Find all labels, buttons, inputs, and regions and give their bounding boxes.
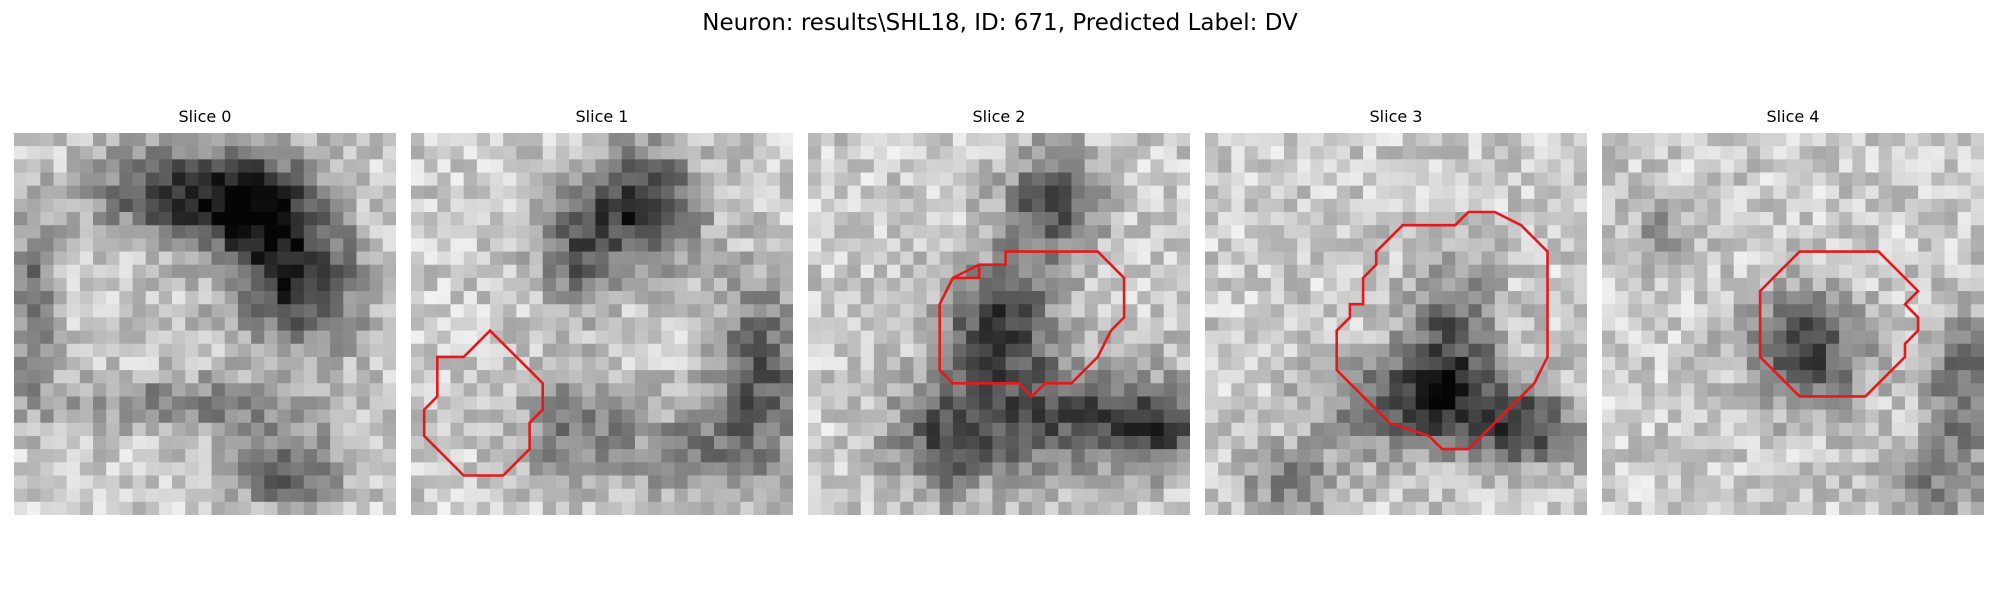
slice-image-1 xyxy=(411,133,793,515)
pixel-grid xyxy=(14,133,396,515)
slice-image-2 xyxy=(808,133,1190,515)
slice-image-4 xyxy=(1602,133,1984,515)
slice-title: Slice 1 xyxy=(575,107,629,126)
roi-contour xyxy=(938,250,1126,399)
figure-title: Neuron: results\SHL18, ID: 671, Predicte… xyxy=(702,10,1298,36)
pixel-grid xyxy=(1205,133,1587,515)
slice-image-0 xyxy=(14,133,396,515)
slice-image-3 xyxy=(1205,133,1587,515)
pixel-grid xyxy=(411,133,793,515)
roi-contour xyxy=(1758,250,1920,398)
slice-title: Slice 0 xyxy=(178,107,232,126)
slice-title: Slice 2 xyxy=(972,107,1026,126)
slice-title: Slice 4 xyxy=(1766,107,1820,126)
roi-contour xyxy=(1335,210,1549,451)
roi-contour xyxy=(422,328,544,477)
slice-title: Slice 3 xyxy=(1369,107,1423,126)
pixel-grid xyxy=(1602,133,1984,515)
pixel-grid xyxy=(808,133,1190,515)
